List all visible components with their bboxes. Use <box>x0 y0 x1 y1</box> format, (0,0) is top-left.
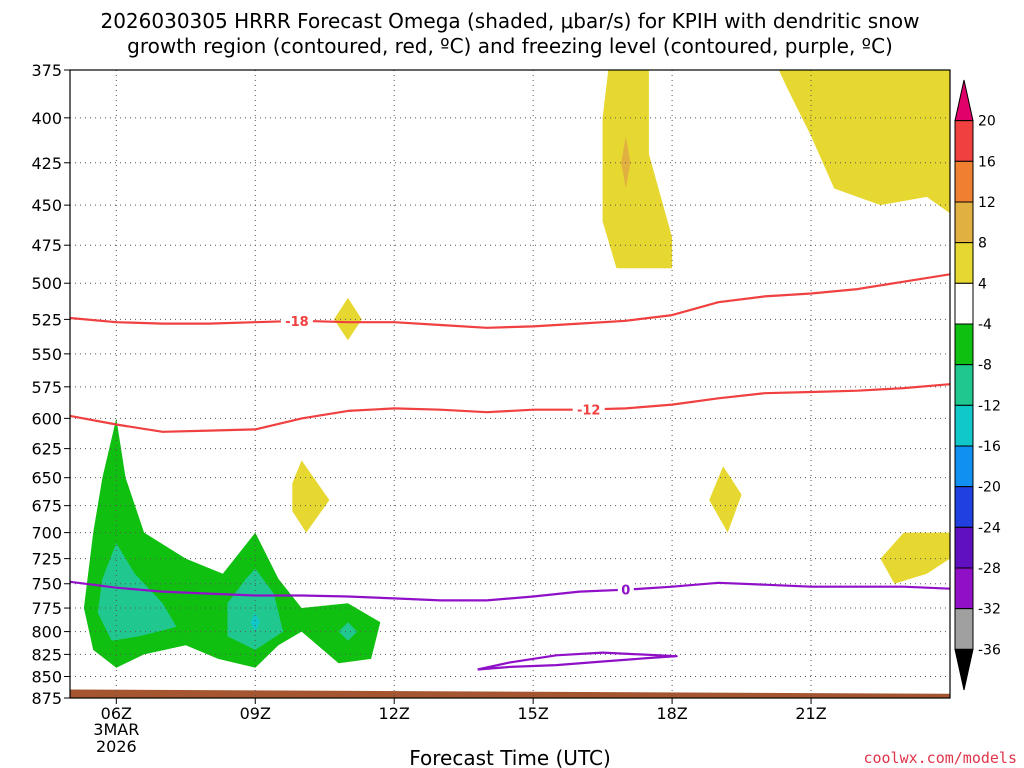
colorbar-cell-6 <box>954 323 974 366</box>
contour-label-dendritic-minus12: -12 <box>577 403 601 418</box>
omega-region-descent-4to8-b1 <box>334 297 362 341</box>
x-tick-sublabel-2026: 2026 <box>96 737 137 756</box>
chart-title-line1: 2026030305 HRRR Forecast Omega (shaded, … <box>100 9 919 33</box>
colorbar-label--12: -12 <box>978 398 1001 414</box>
omega-region-descent-4to8-upper-1 <box>602 70 673 269</box>
contour-dendritic-minus12 <box>70 383 950 433</box>
y-tick-label-875: 875 <box>31 689 62 708</box>
colorbar-label--32: -32 <box>978 602 1001 618</box>
colorbar-label--8: -8 <box>978 358 992 374</box>
y-tick-label-475: 475 <box>31 236 62 255</box>
y-tick-label-800: 800 <box>31 623 62 642</box>
plot-frame <box>69 69 951 699</box>
colorbar-label-20: 20 <box>978 114 996 130</box>
x-tick-label-12Z: 12Z <box>379 704 410 723</box>
omega-region-ascent-12to-16-core <box>250 612 260 632</box>
omega-region-descent-4to8-upper-2 <box>778 70 950 214</box>
colorbar-cell-5 <box>954 282 974 325</box>
y-tick-label-725: 725 <box>31 550 62 569</box>
y-tick-label-575: 575 <box>31 378 62 397</box>
terrain-ground <box>70 689 950 698</box>
colorbar-label-16: 16 <box>978 154 996 170</box>
contour-dendritic-minus18 <box>70 273 950 329</box>
omega-region-descent-4to8-b2 <box>292 460 330 533</box>
x-tick-label-15Z: 15Z <box>517 704 548 723</box>
colorbar-cell-11 <box>954 526 974 569</box>
x-tick-label-18Z: 18Z <box>656 704 687 723</box>
x-tick-label-06Z: 06Z <box>101 704 132 723</box>
omega-region-ascent-8to-12-mid <box>227 568 284 650</box>
plot-content: -18 -12 0 <box>70 70 950 698</box>
colorbar-cell-2 <box>954 160 974 203</box>
omega-region-ascent-8to-12-west <box>97 543 177 641</box>
contour-freezing-level-0-closed <box>477 651 678 671</box>
y-tick-label-750: 750 <box>31 575 62 594</box>
y-tick-label-675: 675 <box>31 497 62 516</box>
colorbar-label--16: -16 <box>978 439 1001 455</box>
x-tick-label-21Z: 21Z <box>795 704 826 723</box>
colorbar-cell-8 <box>954 404 974 447</box>
y-tick-label-600: 600 <box>31 409 62 428</box>
y-tick-label-525: 525 <box>31 310 62 329</box>
chart-title-line2: growth region (contoured, red, ºC) and f… <box>127 34 893 58</box>
y-tick-label-700: 700 <box>31 524 62 543</box>
colorbar-cell-1 <box>954 120 974 162</box>
colorbar-cell-3 <box>954 201 974 244</box>
y-tick-label-500: 500 <box>31 274 62 293</box>
colorbar-label-4: 4 <box>978 276 987 292</box>
colorbar-cell-7 <box>954 364 974 406</box>
y-tick-label-650: 650 <box>31 469 62 488</box>
colorbar-label--24: -24 <box>978 520 1001 536</box>
y-tick-label-625: 625 <box>31 440 62 459</box>
omega-region-descent-4to8-b3 <box>709 466 742 533</box>
y-tick-label-450: 450 <box>31 196 62 215</box>
colorbar-cell-4 <box>954 242 974 284</box>
colorbar-label--20: -20 <box>978 480 1001 496</box>
colorbar-cell-9 <box>954 445 974 488</box>
x-axis-label: Forecast Time (UTC) <box>409 746 611 768</box>
colorbar-cell-top-arrow <box>954 79 974 122</box>
credit-text: coolwx.com/models <box>863 749 1017 767</box>
contour-label-bg-freezing-level-0 <box>617 581 634 598</box>
colorbar-label-8: 8 <box>978 236 987 252</box>
colorbar-label--28: -28 <box>978 561 1001 577</box>
contour-freezing-level-0 <box>70 580 950 602</box>
colorbar-label--36: -36 <box>978 642 1001 658</box>
colorbar-cell-13 <box>954 608 974 650</box>
y-tick-label-825: 825 <box>31 645 62 664</box>
colorbar-cell-12 <box>954 567 974 610</box>
contour-label-bg-dendritic-minus12 <box>572 401 605 418</box>
colorbar-label--4: -4 <box>978 317 992 333</box>
y-tick-label-850: 850 <box>31 668 62 687</box>
x-tick-label-09Z: 09Z <box>240 704 271 723</box>
colorbar-cell-10 <box>954 486 974 528</box>
omega-region-ascent-8to-12-east <box>338 622 358 641</box>
contour-label-dendritic-minus18: -18 <box>285 315 309 330</box>
y-tick-label-775: 775 <box>31 599 62 618</box>
colorbar-cell-bottom-arrow <box>954 648 974 691</box>
y-tick-label-375: 375 <box>31 61 62 80</box>
contour-label-freezing-level-0: 0 <box>621 584 630 599</box>
y-tick-label-400: 400 <box>31 109 62 128</box>
y-tick-label-550: 550 <box>31 345 62 364</box>
colorbar-label-12: 12 <box>978 195 996 211</box>
x-tick-sublabel-3MAR: 3MAR <box>93 720 139 739</box>
y-tick-label-425: 425 <box>31 154 62 173</box>
contour-label-bg-dendritic-minus18 <box>280 312 313 329</box>
